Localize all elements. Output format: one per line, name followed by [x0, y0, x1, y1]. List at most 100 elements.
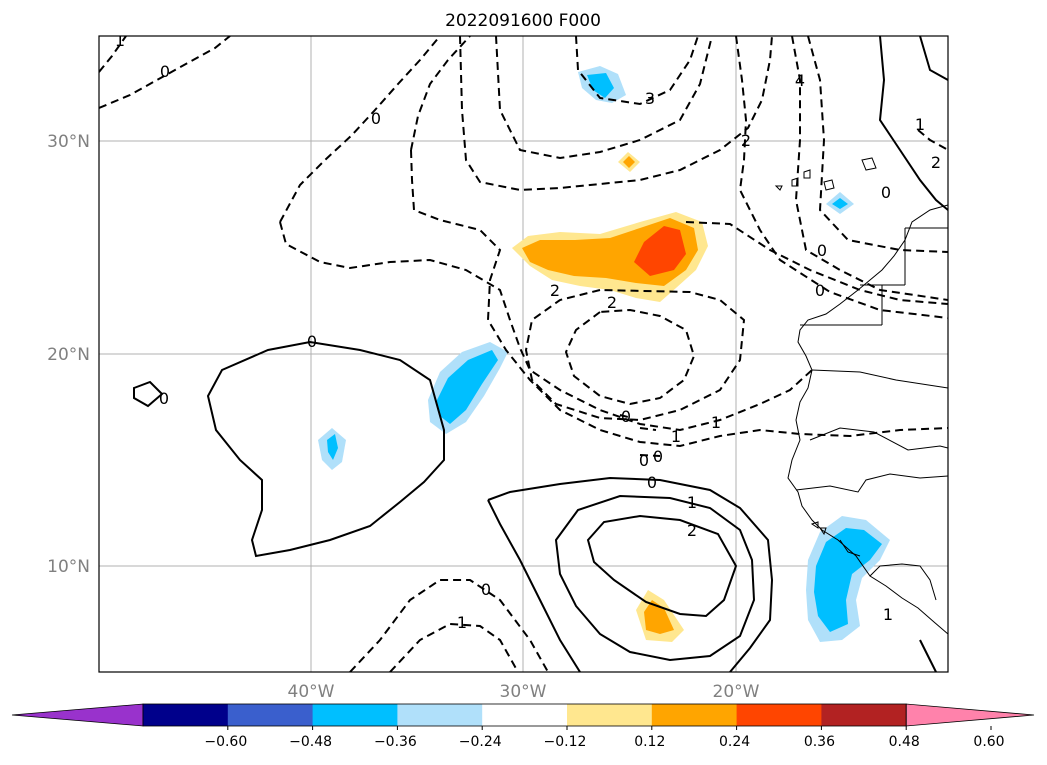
contour-label: 2: [687, 521, 697, 540]
colorbar-segment: [143, 704, 229, 726]
colorbar-tick-label: −0.12: [544, 734, 587, 750]
colorbar-tick-label: −0.36: [374, 734, 417, 750]
contour-line: [487, 476, 774, 672]
negative-contours: [99, 36, 948, 672]
colorbar-tick-label: −0.24: [459, 734, 502, 750]
contour-label: 1: [915, 115, 925, 134]
contour-label: 2: [550, 281, 560, 300]
contour-label: 4: [795, 71, 805, 90]
contour-label: 0: [621, 407, 631, 426]
contour-label: 0: [653, 447, 663, 466]
contour-label: 0: [815, 281, 825, 300]
shade-red: [634, 226, 686, 276]
map-frame: [98, 35, 949, 673]
colorbar-extend-low: [11, 703, 144, 727]
colorbar-segment: [736, 704, 822, 726]
contour-label: 2: [931, 153, 941, 172]
colorbar: −0.60 −0.48 −0.36 −0.24 −0.12 0.12 0.24 0.36 0.4…: [11, 703, 1035, 750]
shade-orange: [644, 600, 674, 634]
colorbar-frame: [142, 703, 907, 727]
contour-line: [619, 414, 661, 457]
contour-line: [791, 36, 948, 301]
contour-line: [99, 36, 127, 73]
contour-label: 2: [607, 293, 617, 312]
contour-label: 0: [817, 241, 827, 260]
contour-label: 2: [741, 131, 751, 150]
contour-line: [410, 36, 471, 151]
contour-label: 1: [115, 31, 125, 50]
contour-line: [524, 288, 746, 422]
x-tick-label: 20°W: [713, 682, 760, 702]
colorbar-segment: [567, 704, 653, 726]
colorbar-segment: [227, 704, 314, 726]
contour-label: 0: [881, 183, 891, 202]
shade-blue: [814, 528, 882, 632]
colorbar-segment: [821, 704, 907, 726]
contour-line: [279, 36, 441, 223]
x-axis-ticks: 40°W 30°W 20°W: [288, 682, 760, 702]
shade-blue: [327, 434, 338, 460]
colorbar-segment: [312, 704, 398, 726]
contour-line: [459, 36, 773, 192]
map-panel: 0 0 0 0 0 0 0 0 1 1 1 2 2 2 2 3 4 1 1 0: [98, 31, 949, 673]
contour-line: [807, 36, 948, 253]
contour-label: 3: [645, 89, 655, 108]
contour-line: [389, 622, 519, 672]
contour-line: [279, 221, 813, 432]
y-tick-label: 10°N: [47, 557, 90, 577]
contour-line: [410, 149, 948, 448]
contour-label: 1: [457, 613, 467, 632]
contour-line: [487, 499, 581, 672]
chart-title: 2022091600 F000: [445, 11, 601, 31]
contour-line: [206, 340, 445, 558]
colorbar-extend-high: [905, 703, 1035, 727]
colorbar-tick-label: 0.48: [889, 734, 920, 750]
shaded-regions: [318, 66, 890, 642]
colorbar-tick-label: 0.60: [973, 734, 1004, 750]
colorbar-segment: [482, 704, 568, 726]
contour-line: [564, 308, 696, 406]
contour-line: [917, 129, 948, 151]
contour-label: 0: [307, 332, 317, 351]
contour-label: 1: [711, 413, 721, 432]
y-tick-label: 30°N: [47, 132, 90, 152]
contour-line: [133, 380, 164, 408]
contour-line: [495, 36, 713, 160]
coastlines: [774, 157, 948, 635]
contour-line: [685, 221, 948, 305]
contour-label: 1: [671, 427, 681, 446]
contour-line: [575, 36, 699, 106]
contour-line: [99, 36, 231, 109]
y-axis-ticks: 30°N 20°N 10°N: [47, 132, 90, 577]
colorbar-tick-label: 0.12: [634, 734, 665, 750]
colorbar-tick-label: −0.48: [289, 734, 332, 750]
contour-label: 0: [159, 389, 169, 408]
contour-label: 1: [883, 605, 893, 624]
contour-line: [349, 579, 549, 672]
y-tick-label: 20°N: [47, 345, 90, 365]
shade-blue: [587, 73, 614, 98]
shade-blue: [436, 350, 498, 424]
colorbar-tick-label: 0.24: [719, 734, 750, 750]
contour-line: [878, 36, 948, 211]
contour-label: 0: [160, 62, 170, 81]
colorbar-segment: [651, 704, 738, 726]
colorbar-segment: [397, 704, 483, 726]
x-tick-label: 40°W: [288, 682, 335, 702]
shade-blue: [832, 198, 848, 209]
colorbar-tick-label: 0.36: [804, 734, 835, 750]
contour-label: 0: [371, 109, 381, 128]
contour-line: [919, 639, 937, 672]
x-tick-label: 30°W: [500, 682, 547, 702]
colorbar-tick-label: −0.60: [204, 734, 247, 750]
shade-orange: [623, 156, 635, 168]
contour-label: 0: [647, 473, 657, 492]
contour-label: 0: [639, 451, 649, 470]
contour-line: [554, 494, 756, 662]
contour-line: [919, 36, 948, 81]
contour-label: 1: [687, 493, 697, 512]
contour-line: [586, 514, 738, 618]
contour-labels: 0 0 0 0 0 0 0 0 1 1 1 2 2 2 2 3 4 1 1 0: [115, 31, 941, 632]
positive-contours: [133, 36, 948, 672]
